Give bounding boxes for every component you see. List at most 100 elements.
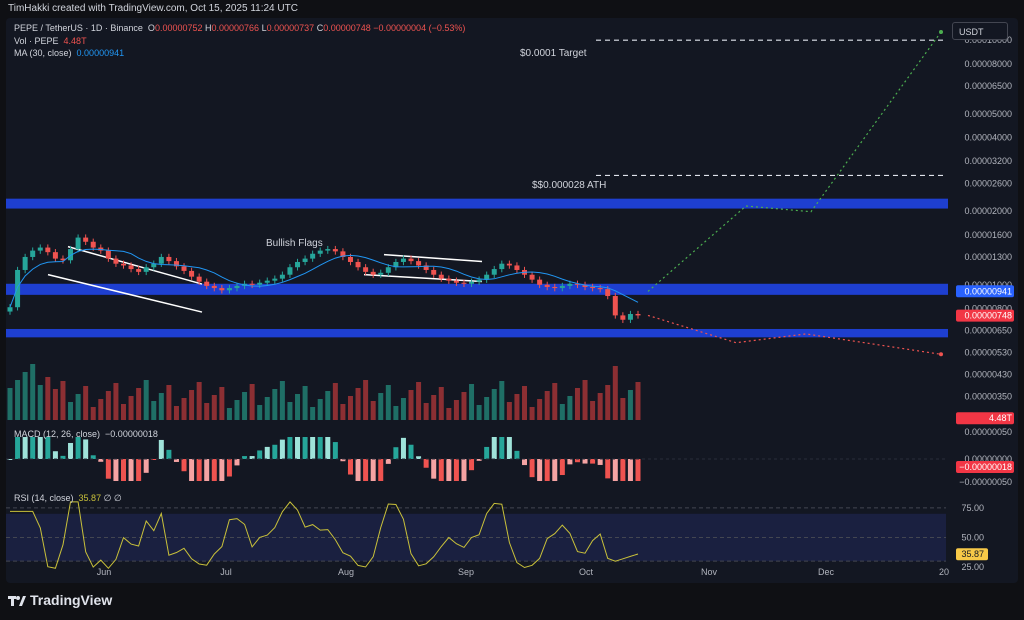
macd-bar [234, 459, 240, 466]
volume-bar [446, 408, 452, 420]
macd-bar [211, 459, 217, 481]
volume-bar [461, 392, 467, 420]
candle [226, 288, 232, 291]
macd-bar [204, 459, 210, 481]
candle [279, 274, 285, 279]
price-tick-label: 0.00010000 [964, 35, 1012, 45]
candle [249, 283, 255, 285]
volume-bar [438, 387, 444, 420]
candle [113, 258, 119, 264]
macd-bar [143, 459, 149, 473]
macd-bar [287, 437, 293, 459]
macd-bar [378, 459, 384, 481]
price-tick-label: 0.00002600 [964, 178, 1012, 188]
flag-line [67, 245, 203, 285]
volume-bar [68, 402, 74, 420]
volume-bar [211, 395, 217, 420]
currency-button[interactable]: USDT [952, 22, 1008, 40]
macd-bar [529, 459, 535, 478]
volume-bar [605, 385, 611, 420]
volume-bar [529, 407, 535, 420]
price-badge [956, 309, 1014, 322]
support-zone-1 [6, 283, 948, 295]
candle [438, 274, 444, 279]
macd-bar [370, 459, 376, 481]
legend-high: 0.00000766 [211, 23, 260, 33]
volume-bar [431, 395, 437, 420]
candle [45, 247, 51, 253]
volume-bar [627, 390, 633, 420]
volume-bar [120, 404, 126, 420]
candle [22, 256, 28, 270]
volume-bar [257, 405, 263, 420]
volume-bar [226, 408, 232, 420]
candle [302, 258, 308, 262]
candle [257, 282, 263, 285]
macd-bar [325, 437, 331, 459]
macd-bar [22, 437, 28, 459]
macd-bar [113, 459, 119, 481]
macd-bar [196, 459, 202, 481]
volume-bar [370, 401, 376, 420]
candle [574, 283, 580, 285]
macd-bar [559, 459, 565, 476]
credit-text: TimHakki created with TradingView.com, O… [8, 3, 298, 14]
candle [370, 271, 376, 275]
candle [597, 288, 603, 290]
macd-bar [128, 459, 134, 481]
macd-bar [582, 459, 588, 464]
chart-svg[interactable]: 0.00010000 0.00008000 0.00006500 0.00005000… [6, 18, 1018, 583]
macd-bar [52, 451, 58, 459]
macd-bar [416, 456, 422, 459]
candle [105, 250, 111, 259]
volume-bar [22, 372, 28, 420]
candle [151, 263, 157, 268]
macd-tick-label: 0.00000050 [964, 427, 1012, 437]
macd-badge [956, 461, 1014, 473]
macd-bar [151, 459, 157, 460]
candle [325, 249, 331, 251]
legend-symbol: PEPE / TetherUS · 1D · Binance [14, 23, 143, 33]
legend-macd-label: MACD (12, 26, close) [14, 429, 101, 439]
volume-bar [635, 382, 641, 420]
macd-bar [453, 459, 459, 481]
candle [431, 269, 437, 275]
volume-bar [158, 393, 164, 420]
candle [75, 237, 81, 250]
candle [605, 289, 611, 297]
macd-tick-label: −0.00000018 [959, 462, 1012, 472]
macd-bar [522, 459, 528, 466]
candle [204, 281, 210, 286]
volume-bar [325, 391, 331, 420]
candle [612, 296, 618, 316]
price-tick-label: 0.00001600 [964, 230, 1012, 240]
legend-l-label: L [261, 23, 267, 33]
volume-bar [317, 399, 323, 420]
time-tick-label: Dec [818, 567, 835, 577]
volume-bar [332, 383, 338, 420]
price-tick-label: 0.00000800 [964, 304, 1012, 314]
volume-bar [484, 397, 490, 420]
volume-bar [272, 389, 278, 420]
rsi-tick-label: 25.00 [961, 562, 984, 572]
candle [408, 258, 414, 262]
price-tick-label: 0.00004000 [964, 133, 1012, 143]
volume-bar [98, 399, 104, 420]
macd-bar [226, 459, 232, 477]
chart-area[interactable]: 0.00010000 0.00008000 0.00006500 0.00005000… [6, 18, 1018, 583]
macd-bar [340, 459, 346, 462]
candle [544, 284, 550, 287]
flag-line [47, 273, 203, 313]
rsi-tick-label: 75.00 [961, 503, 984, 513]
candle [559, 285, 565, 289]
volume-bar [408, 390, 414, 420]
candle [189, 270, 195, 277]
legend-ma-label: MA (30, close) [14, 48, 72, 58]
time-tick-label: Jul [220, 567, 232, 577]
volume-bar [378, 393, 384, 420]
price-badge-label: 0.00000748 [964, 311, 1012, 321]
candle [128, 265, 134, 270]
candle [461, 282, 467, 284]
price-tick-label: 0.00000430 [964, 370, 1012, 380]
candle [7, 307, 13, 312]
